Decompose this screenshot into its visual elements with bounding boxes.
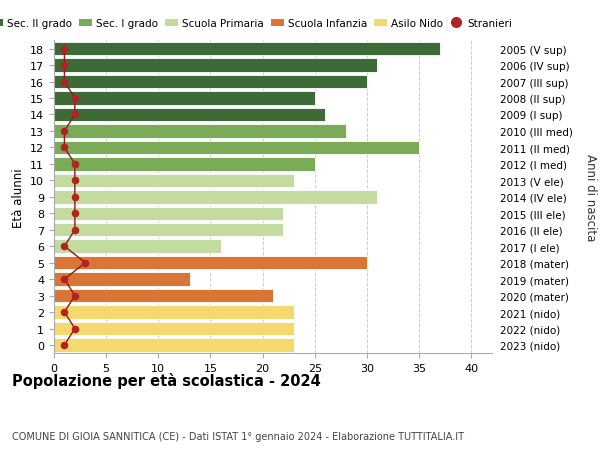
Bar bbox=[54, 108, 325, 122]
Point bbox=[70, 95, 80, 102]
Point bbox=[59, 309, 69, 316]
Point bbox=[80, 259, 90, 267]
Point bbox=[59, 46, 69, 53]
Bar bbox=[54, 125, 346, 139]
Point bbox=[70, 292, 80, 300]
Bar bbox=[54, 240, 221, 253]
Bar bbox=[54, 306, 294, 319]
Point bbox=[59, 341, 69, 349]
Bar bbox=[54, 76, 367, 89]
Text: Popolazione per età scolastica - 2024: Popolazione per età scolastica - 2024 bbox=[12, 372, 321, 388]
Point bbox=[70, 194, 80, 201]
Point bbox=[70, 161, 80, 168]
Point bbox=[70, 177, 80, 185]
Point bbox=[70, 227, 80, 234]
Bar bbox=[54, 190, 377, 204]
Bar bbox=[54, 92, 315, 106]
Y-axis label: Età alunni: Età alunni bbox=[11, 168, 25, 227]
Point bbox=[70, 112, 80, 119]
Bar bbox=[54, 174, 294, 188]
Bar bbox=[54, 43, 440, 56]
Point bbox=[70, 325, 80, 332]
Legend: Sec. II grado, Sec. I grado, Scuola Primaria, Scuola Infanzia, Asilo Nido, Stran: Sec. II grado, Sec. I grado, Scuola Prim… bbox=[0, 15, 516, 33]
Bar bbox=[54, 158, 315, 171]
Bar bbox=[54, 256, 367, 270]
Point bbox=[70, 210, 80, 218]
Bar bbox=[54, 338, 294, 352]
Point bbox=[59, 145, 69, 152]
Bar bbox=[54, 141, 419, 155]
Bar bbox=[54, 207, 283, 220]
Bar bbox=[54, 273, 190, 286]
Point bbox=[59, 62, 69, 70]
Point bbox=[59, 128, 69, 135]
Bar bbox=[54, 59, 377, 73]
Text: Anni di nascita: Anni di nascita bbox=[584, 154, 597, 241]
Bar bbox=[54, 322, 294, 336]
Text: COMUNE DI GIOIA SANNITICA (CE) - Dati ISTAT 1° gennaio 2024 - Elaborazione TUTTI: COMUNE DI GIOIA SANNITICA (CE) - Dati IS… bbox=[12, 431, 464, 441]
Bar bbox=[54, 289, 273, 302]
Bar bbox=[54, 224, 283, 237]
Point bbox=[59, 276, 69, 283]
Point bbox=[59, 78, 69, 86]
Point bbox=[59, 243, 69, 250]
